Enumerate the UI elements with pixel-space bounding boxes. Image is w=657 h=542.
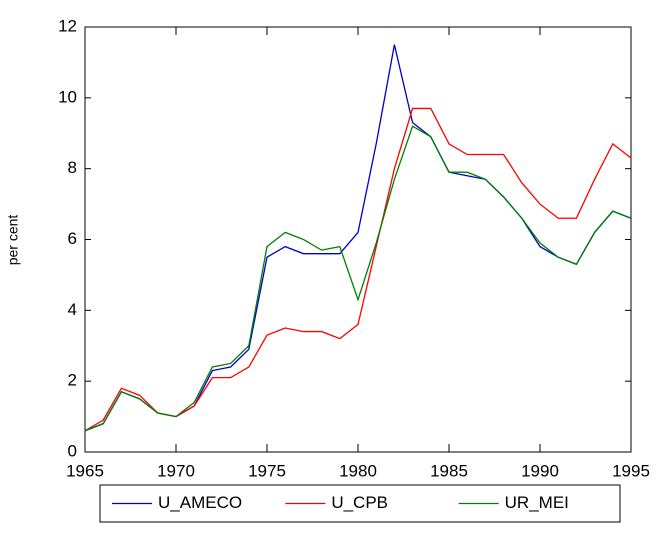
y-tick-label: 10 [58,87,77,106]
y-tick-label: 0 [68,441,77,460]
y-tick-label: 2 [68,371,77,390]
x-tick-label: 1995 [612,461,650,480]
legend-label: U_AMECO [158,493,242,512]
legend-box [99,484,621,523]
y-tick-label: 12 [58,16,77,35]
line-series [84,107,632,432]
x-tick-label: 1975 [248,461,286,480]
x-tick-label: 1990 [521,461,559,480]
y-axis-label: per cent [5,215,21,266]
x-tick-label: 1980 [339,461,377,480]
line-series [84,125,632,432]
legend-label: U_CPB [331,493,388,512]
x-tick-label: 1970 [157,461,195,480]
legend-label: UR_MEI [505,493,569,512]
x-tick-label: 1965 [66,461,104,480]
plot-frame [84,26,632,453]
line-series [84,44,632,432]
y-tick-label: 8 [68,158,77,177]
y-tick-label: 6 [68,229,77,248]
x-tick-label: 1985 [430,461,468,480]
y-tick-label: 4 [68,300,77,319]
